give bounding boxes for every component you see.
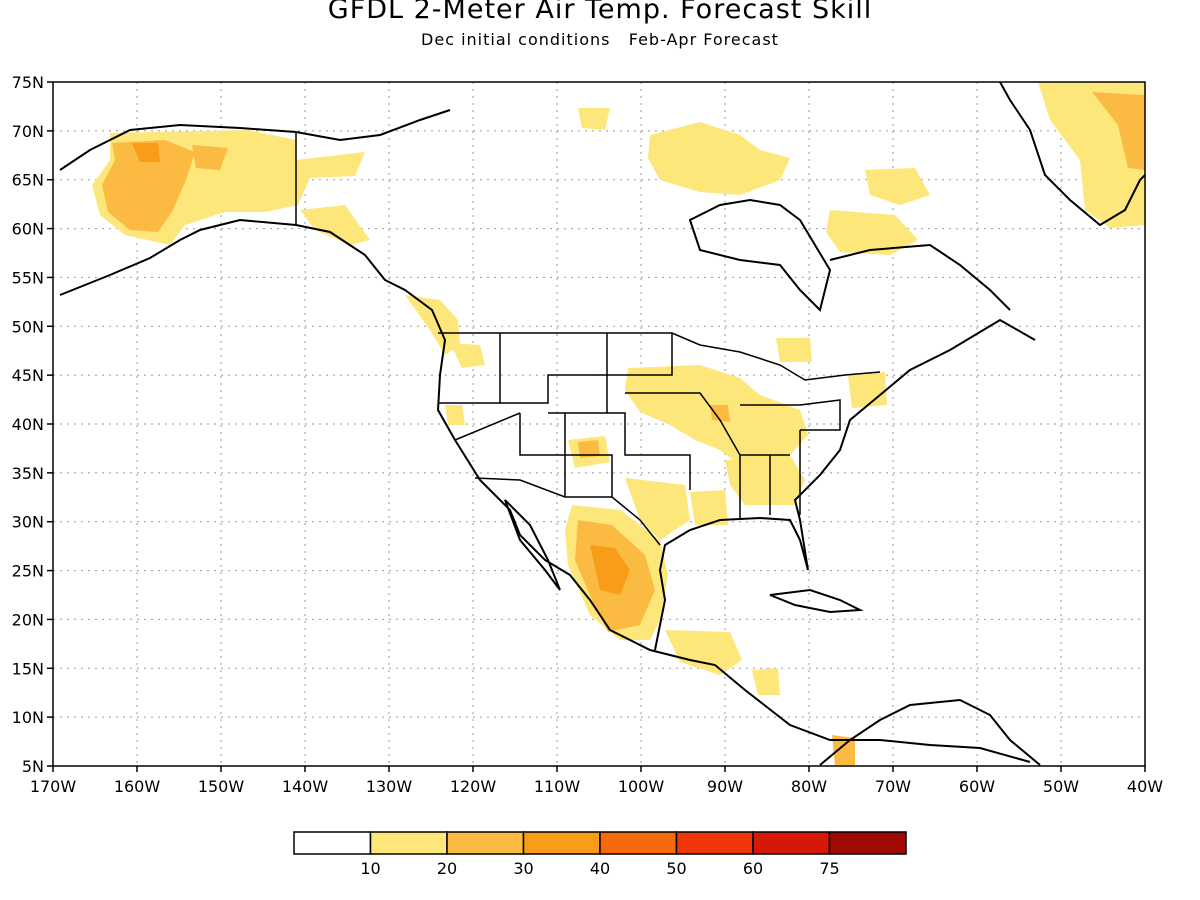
coastline-north-alaska [59,109,451,171]
legend-boundary-label: 60 [743,859,763,878]
coastline-baja [504,499,561,591]
legend-color-swatch [828,831,907,855]
legend-boundary-label: 40 [590,859,610,878]
skill-region-baffin [865,168,930,205]
lon-tick-label: 70W [875,777,911,796]
lon-tick-label: 90W [707,777,743,796]
lat-tick-label: 15N [12,659,44,678]
border-states-2 [500,333,608,404]
lat-tick-label: 70N [12,122,44,141]
lat-tick-label: 35N [12,464,44,483]
legend-boundary-label: 50 [666,859,686,878]
legend-color-swatch [599,831,678,855]
map-title: GFDL 2-Meter Air Temp. Forecast Skill [327,0,873,25]
border-us-canada [438,332,881,381]
lon-tick-label: 110W [534,777,581,796]
axis-labels: 170W 160W 150W 140W 130W 120W 110W 100W 90W 80W 70… [12,73,1164,796]
coastline-cuba [769,588,864,614]
border-states-10 [454,412,521,441]
skill-region-alaska-core [102,140,195,232]
skill-region-hudson-east [776,338,812,362]
legend-boundary-label: 10 [360,859,380,878]
skill-region-greenland-core [1092,92,1145,170]
legend-color-swatch [752,831,831,855]
skill-region-caribbean-sa [832,735,855,765]
lat-tick-label: 10N [12,708,44,727]
map-subtitle: Dec initial conditions Feb-Apr Forecast [421,30,779,49]
border-states-9 [740,399,841,431]
skill-region-alaska-east [192,145,228,170]
coastline-labrador [829,243,1011,311]
skill-region-honduras [752,668,780,695]
lon-tick-label: 100W [618,777,665,796]
skill-region-quebec [826,210,918,255]
lon-tick-label: 120W [450,777,497,796]
lon-tick-label: 140W [282,777,329,796]
lon-tick-label: 50W [1043,777,1079,796]
lon-tick-label: 80W [791,777,827,796]
skill-region-four-corners-core [578,440,600,458]
lon-tick-label: 160W [114,777,161,796]
legend-color-swatch [369,831,448,855]
legend-boundary-label: 75 [819,859,839,878]
lon-tick-label: 150W [198,777,245,796]
coastline-gulf-atlantic [654,318,1036,651]
legend-color-swatch [293,831,372,855]
coastline-hudson-bay [688,198,832,312]
skill-region-arctic-north [578,108,610,130]
legend-color-swatch [446,831,525,855]
legend-boundary-label: 30 [513,859,533,878]
lon-tick-label: 60W [959,777,995,796]
border-states-3 [548,333,673,414]
lat-tick-label: 65N [12,171,44,190]
border-states-6 [607,412,691,490]
skill-region-arctic-islands [648,122,790,195]
lon-tick-label: 40W [1127,777,1163,796]
lat-tick-label: 45N [12,366,44,385]
skill-region-central-america [665,630,742,675]
skill-region-alaska-peak [132,143,160,162]
skill-region-midwest-core [710,405,730,422]
skill-region-yukon [300,205,370,245]
lat-tick-label: 40N [12,415,44,434]
lon-tick-label: 130W [366,777,413,796]
legend-color-swatch [522,831,601,855]
coastlines [59,81,1146,766]
border-states-8 [739,430,801,520]
skill-region-texas [625,478,690,540]
lat-tick-label: 20N [12,610,44,629]
skill-region-bc-coast [405,295,460,355]
political-borders [295,132,881,546]
lat-tick-label: 75N [12,73,44,92]
lon-tick-label: 170W [30,777,77,796]
lat-tick-label: 50N [12,317,44,336]
coastline-alaska [59,218,1031,763]
color-legend: 10 20 30 40 50 60 75 [293,831,907,878]
lat-tick-label: 60N [12,220,44,239]
lat-tick-label: 55N [12,268,44,287]
coastline-south-america [819,698,1041,766]
lat-tick-label: 25N [12,562,44,581]
border-us-mexico [474,477,661,546]
border-states-4 [519,413,613,497]
skill-region-pacific-nw [450,343,485,368]
border-states-7 [625,392,790,456]
skill-region-gulf-coast [690,490,728,525]
skill-region-new-england [848,372,887,408]
skill-shading [92,82,1145,765]
skill-region-mexico-peak [590,545,630,595]
lat-tick-label: 30N [12,513,44,532]
skill-region-california [445,405,465,425]
lat-tick-label: 5N [22,757,44,776]
legend-color-swatch [675,831,754,855]
coastline-greenland [999,81,1146,227]
skill-region-southeast [725,455,805,505]
legend-boundary-label: 20 [437,859,457,878]
